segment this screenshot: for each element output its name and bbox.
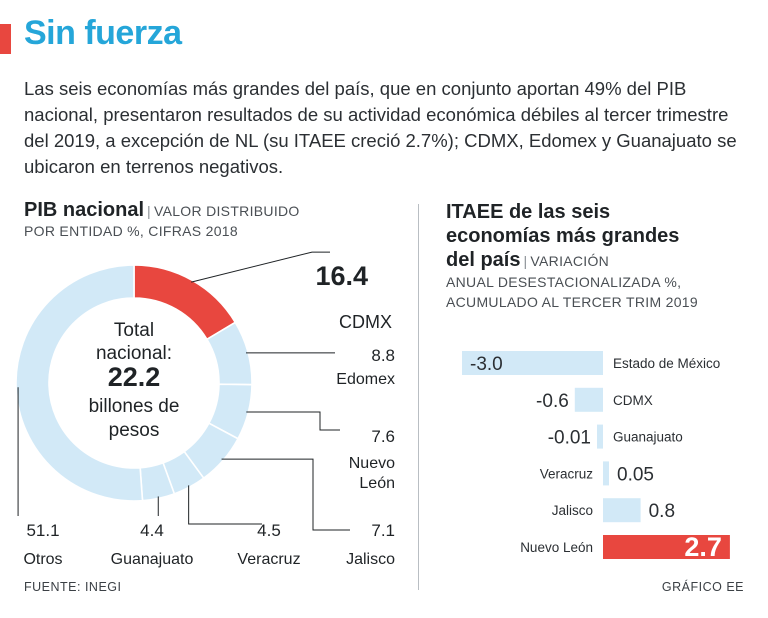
bar-value-estado-de-mexico: -3.0 <box>470 354 503 375</box>
bar-value-veracruz: 0.05 <box>617 464 654 485</box>
donut-slice-otros <box>15 264 144 502</box>
donut-value-edomex: 8.8 <box>371 346 395 365</box>
header-separator: | <box>147 203 151 219</box>
bar-value-cdmx: -0.6 <box>536 391 569 412</box>
donut-label-guanajuato: Guanajuato <box>111 551 194 568</box>
bar-chart-title-3: del país <box>446 249 521 271</box>
leader-line-nuevo-leon <box>246 411 340 431</box>
bar-chart-title-1: ITAEE de las seis <box>446 201 611 223</box>
donut-label-jalisco: Jalisco <box>346 551 395 568</box>
bar-category-jalisco: Jalisco <box>552 503 593 518</box>
donut-value-otros: 51.1 <box>26 521 59 540</box>
bar-jalisco <box>603 498 641 523</box>
donut-label-edomex: Edomex <box>336 371 395 388</box>
bar-value-nuevo-leon: 2.7 <box>684 532 722 562</box>
bar-category-cdmx: CDMX <box>613 393 653 408</box>
intro-paragraph: Las seis economías más grandes del país,… <box>24 78 737 177</box>
pie-chart-header: PIB nacional | VALOR DISTRIBUIDO POR ENTID… <box>24 200 394 241</box>
bar-chart-subtitle-2: ANUAL DESESTACIONALIZADA %, <box>446 274 682 290</box>
page-title: Sin fuerza <box>24 14 182 52</box>
donut-value-guanajuato: 4.4 <box>140 521 164 540</box>
donut-value-nuevo-leon: 7.6 <box>371 427 395 446</box>
bar-category-veracruz: Veracruz <box>540 466 594 481</box>
leader-line-cdmx <box>191 251 330 283</box>
donut-center-label: Total nacional: 22.2 billones de pesos <box>89 320 180 441</box>
donut-label-veracruz: Veracruz <box>237 551 300 568</box>
donut-value-veracruz: 4.5 <box>257 521 281 540</box>
donut-value-cdmx: 16.4 <box>315 261 368 291</box>
pib-donut-chart <box>15 264 253 502</box>
header-separator: | <box>523 253 528 269</box>
bar-cdmx <box>574 387 603 412</box>
bar-nuevo-leon <box>603 535 730 559</box>
pie-chart-title: PIB nacional <box>24 199 145 221</box>
bar-category-estado-de-mexico: Estado de México <box>613 356 720 371</box>
donut-label-nuevo-leon-1: Nuevo <box>349 455 395 472</box>
bar-chart-subtitle-1: VARIACIÓN <box>530 253 610 269</box>
donut-center-line-1: Total <box>114 320 154 341</box>
donut-center-line-3: billones de <box>89 396 180 417</box>
pie-chart-subtitle-2: POR ENTIDAD %, CIFRAS 2018 <box>24 223 238 239</box>
itaee-bar-chart: Estado de México -3.0 CDMX -0.6 Guanajuato -0… <box>462 351 730 562</box>
bar-veracruz <box>603 461 609 486</box>
donut-value-jalisco: 7.1 <box>371 521 395 540</box>
bar-category-guanajuato: Guanajuato <box>613 430 683 445</box>
bar-chart-subtitle-3: ACUMULADO AL TERCER TRIM 2019 <box>446 294 698 310</box>
leader-line-veracruz <box>188 485 262 525</box>
bar-value-jalisco: 0.8 <box>649 501 675 522</box>
donut-center-line-2: nacional: <box>96 343 172 364</box>
donut-label-cdmx: CDMX <box>339 312 392 332</box>
bar-estado-de-mexico <box>462 351 603 375</box>
bar-chart-header: ITAEE de las seis economías más grandes … <box>446 200 746 312</box>
bar-guanajuato <box>597 424 603 449</box>
donut-center-value: 22.2 <box>108 362 161 392</box>
credit-note: GRÁFICO EE <box>661 580 744 594</box>
column-divider <box>418 204 419 590</box>
source-note: FUENTE: INEGI <box>24 580 122 594</box>
pie-chart-subtitle-1: VALOR DISTRIBUIDO <box>153 203 300 219</box>
bar-value-guanajuato: -0.01 <box>548 428 591 449</box>
donut-label-nuevo-leon-2: León <box>359 475 395 492</box>
bar-category-nuevo-leon: Nuevo León <box>520 540 593 555</box>
donut-label-otros: Otros <box>23 551 62 568</box>
leader-line-jalisco <box>221 458 350 531</box>
bar-chart-title-2: economías más grandes <box>446 225 680 247</box>
donut-labels: 16.4 CDMX 8.8 Edomex 7.6 Nuevo León 7.1 Jalisco 4… <box>17 251 395 568</box>
donut-center-line-4: pesos <box>109 420 160 441</box>
title-accent-bar <box>0 24 11 54</box>
